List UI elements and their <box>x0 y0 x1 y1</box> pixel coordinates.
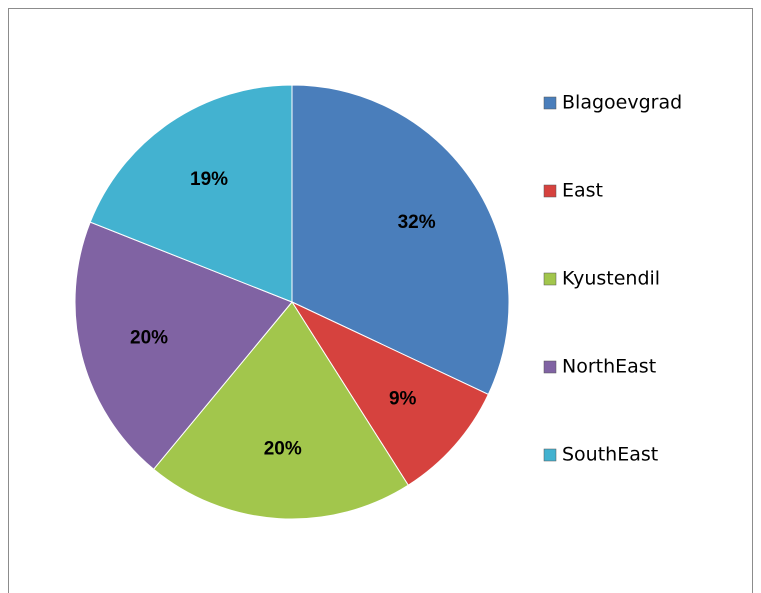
pie-slice <box>74 221 293 470</box>
pie-slice <box>291 84 510 396</box>
data-label: 20% <box>130 328 168 349</box>
legend-label: SouthEast <box>562 444 658 466</box>
data-label: 32% <box>398 212 436 233</box>
legend-swatch <box>543 272 557 286</box>
legend-label: Blagoevgrad <box>562 92 682 114</box>
pie-slice <box>290 300 490 486</box>
data-label: 19% <box>190 169 228 190</box>
legend-swatch <box>543 360 557 374</box>
legend-label: East <box>562 180 603 202</box>
legend-label: Kyustendil <box>562 268 660 290</box>
chart-frame <box>8 8 753 593</box>
legend-swatch <box>543 96 557 110</box>
legend-swatch <box>543 184 557 198</box>
pie-slice <box>152 301 409 520</box>
pie-slice <box>89 84 293 303</box>
legend-label: NorthEast <box>562 356 656 378</box>
data-label: 9% <box>389 389 417 410</box>
data-label: 20% <box>264 438 302 459</box>
legend-swatch <box>543 448 557 462</box>
